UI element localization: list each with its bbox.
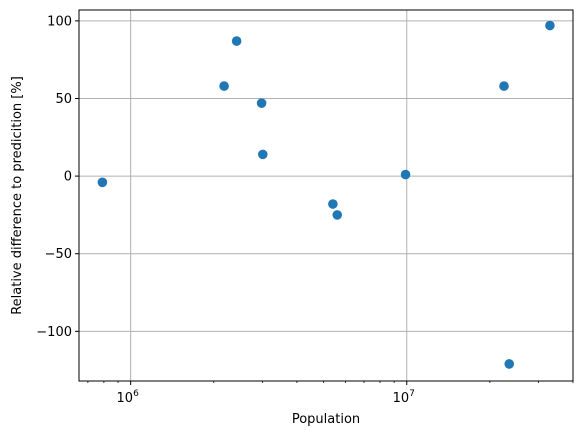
y-tick-label: 0 [64, 170, 72, 185]
x-axis-label: Population [292, 412, 360, 427]
grid [79, 10, 573, 381]
data-point [328, 199, 338, 209]
data-point [504, 359, 515, 369]
data-point [400, 169, 411, 180]
data-point [219, 81, 229, 91]
x-tick-label: 107 [393, 389, 415, 406]
y-tick-label: 50 [55, 92, 72, 107]
data-point [499, 81, 509, 91]
y-axis-label: Relative difference to predicition [%] [10, 76, 25, 315]
data-point [256, 98, 267, 108]
data-point [545, 20, 555, 31]
y-tick-label: −50 [45, 247, 72, 262]
y-tick-label: −100 [36, 325, 72, 340]
data-point [332, 210, 343, 220]
x-tick-label: 106 [117, 389, 140, 406]
plot-frame [78, 9, 574, 382]
data-point [231, 36, 242, 46]
ticks: 100 50 0 −50 −100 106 107 [36, 14, 574, 406]
data-point [257, 149, 268, 160]
data-point [97, 177, 108, 188]
data-points [97, 20, 555, 369]
y-tick-label: 100 [47, 14, 72, 29]
